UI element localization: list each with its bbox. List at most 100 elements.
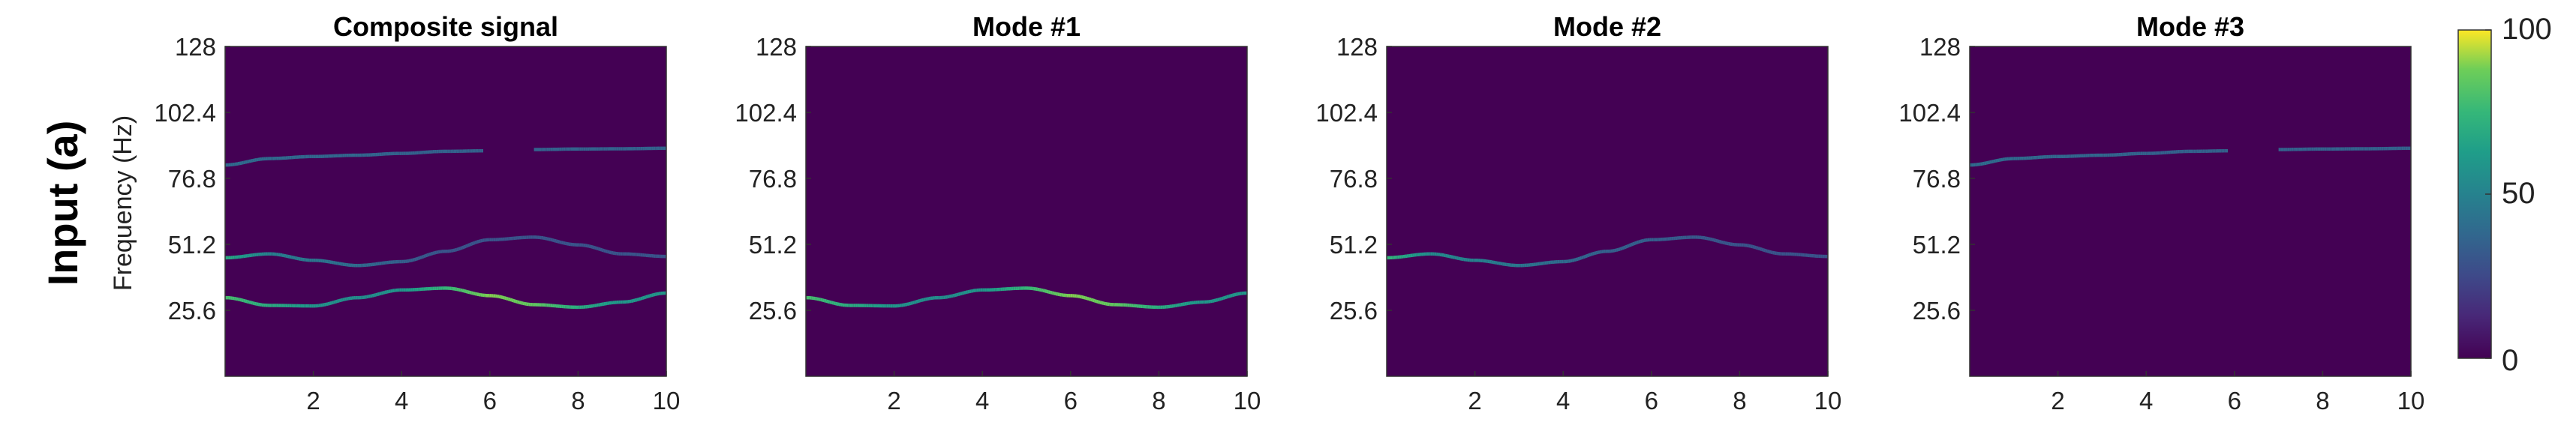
ridge-segment: [1583, 255, 1586, 259]
ridge-segment: [239, 161, 242, 166]
ridge-segment: [1055, 292, 1059, 296]
ridge-segment: [519, 301, 522, 305]
ridge-segment: [467, 243, 470, 247]
ridge-segment: [592, 245, 596, 250]
ridge-segment: [236, 162, 239, 166]
ridge-segment: [461, 245, 465, 250]
ridge-segment: [1757, 246, 1761, 251]
ridge-segment: [951, 294, 954, 298]
x-tick-label: 6: [483, 387, 497, 415]
chart-panel: Mode #3 2 4 6 8 10 128 102.4 76.8 51.2 25.6: [1898, 11, 2424, 415]
ridge-segment: [456, 247, 459, 252]
ridge-segment: [594, 304, 597, 308]
ridge-segment: [1570, 259, 1573, 263]
x-tick-label: 6: [1064, 387, 1078, 415]
ridge-segment: [831, 301, 834, 305]
axes-frame: [224, 46, 667, 377]
axes-frame: [1386, 46, 1829, 377]
ridge-segment: [366, 295, 369, 299]
ridge-segment: [515, 299, 519, 304]
ridge-segment: [1054, 292, 1057, 296]
ridge-segment: [1628, 243, 1632, 247]
ridge-segment: [1763, 248, 1766, 253]
ridge-segment: [1722, 241, 1726, 245]
ridge-segment: [425, 253, 428, 258]
ridge-segment: [1051, 291, 1055, 295]
ridge-segment: [1228, 294, 1231, 298]
ridge-segment: [1754, 245, 1757, 250]
ridge-segment: [904, 302, 908, 307]
x-tick-label: 4: [2139, 387, 2153, 415]
plot-area: [1970, 46, 2411, 376]
ridge-segment: [1101, 301, 1105, 305]
ridge-segment: [1579, 256, 1583, 260]
colorbar: 100 50 0: [2457, 13, 2552, 377]
x-tick-label: 4: [395, 387, 408, 415]
ridge-segment: [1096, 299, 1099, 304]
ridge-segment: [516, 300, 520, 304]
ridge-segment: [1042, 289, 1046, 293]
ridge-segment: [1235, 292, 1239, 296]
x-tick-label: 8: [571, 387, 585, 415]
panel-title: Mode #1: [972, 11, 1081, 42]
ridge-segment: [559, 240, 562, 244]
ridge-segment: [335, 299, 338, 304]
ridge-segment: [428, 252, 432, 256]
chart-panel: Mode #2 2 4 6 8 10 128 102.4 76.8 51.2 25.6: [1315, 11, 1841, 415]
ridge-segment: [587, 244, 590, 248]
ridge-segment: [246, 300, 250, 304]
y-tick-label: 25.6: [749, 297, 797, 325]
ridge-segment: [388, 289, 391, 294]
ridge-segment: [377, 292, 380, 296]
ridge-segment: [601, 302, 605, 307]
y-axis-label: Frequency (Hz): [109, 115, 137, 291]
y-tick-label: 102.4: [154, 99, 216, 127]
ridge-segment: [246, 160, 250, 164]
ridge-segment: [636, 298, 639, 302]
x-tick-label: 6: [2228, 387, 2241, 415]
ridge-segment: [1994, 158, 1998, 163]
ridge-segment: [245, 160, 248, 164]
ridge-segment: [1592, 251, 1595, 256]
ridge-segment: [606, 250, 610, 254]
plot-area: [1387, 46, 1828, 376]
ridge-segment: [421, 255, 425, 259]
ridge-segment: [597, 303, 601, 307]
ridge-segment: [609, 250, 612, 255]
ridge-segment: [463, 289, 467, 293]
ridge-segment: [241, 298, 245, 303]
ridge-segment: [474, 240, 478, 244]
ridge-segment: [1636, 240, 1640, 244]
ridge-segment: [1721, 240, 1724, 244]
ridge-segment: [346, 297, 349, 301]
ridge-segment: [252, 301, 255, 306]
ridge-segment: [410, 258, 413, 262]
y-tick-label: 102.4: [1898, 99, 1961, 127]
ridge-segment: [1221, 296, 1224, 301]
y-tick-label: 128: [756, 33, 797, 61]
ridge-segment: [511, 298, 515, 303]
ridge-segment: [1750, 244, 1754, 249]
ridge-segment: [332, 300, 336, 304]
ridge-segment: [596, 246, 600, 251]
ridge-segment: [561, 241, 564, 245]
ridge-segment: [299, 257, 303, 262]
x-tick-label: 10: [653, 387, 681, 415]
axes-frame: [805, 46, 1248, 377]
ridge-segment: [1097, 300, 1101, 304]
ridge-segment: [1768, 250, 1772, 254]
y-tick-label: 25.6: [1913, 297, 1961, 325]
ridge-segment: [969, 289, 972, 294]
ridge-segment: [460, 288, 463, 292]
ridge-segment: [594, 246, 597, 250]
ridge-segment: [1770, 250, 1774, 255]
colorbar-tick-label: 50: [2502, 177, 2535, 210]
ridge-segment: [340, 298, 344, 302]
ridge-segment: [390, 289, 393, 293]
ridge-segment: [1454, 256, 1457, 260]
ridge-segment: [329, 301, 332, 305]
ridge-segment: [1984, 161, 1987, 166]
ridge-segment: [1219, 297, 1222, 301]
axes-frame: [1969, 46, 2412, 377]
